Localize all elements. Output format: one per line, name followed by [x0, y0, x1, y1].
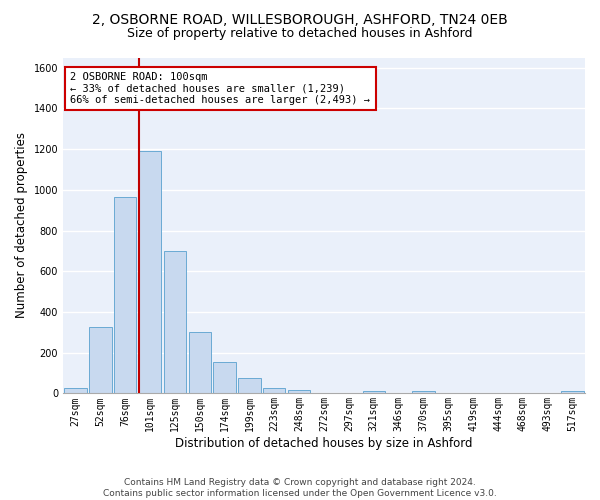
Bar [64, 388, 86, 394]
Bar [114, 197, 136, 394]
Bar [263, 388, 286, 394]
Bar [89, 328, 112, 394]
Bar [164, 251, 186, 394]
Bar [562, 392, 584, 394]
Text: 2 OSBORNE ROAD: 100sqm
← 33% of detached houses are smaller (1,239)
66% of semi-: 2 OSBORNE ROAD: 100sqm ← 33% of detached… [70, 72, 370, 105]
Bar [238, 378, 260, 394]
Text: Size of property relative to detached houses in Ashford: Size of property relative to detached ho… [127, 28, 473, 40]
Bar [188, 332, 211, 394]
Bar [412, 392, 434, 394]
Y-axis label: Number of detached properties: Number of detached properties [15, 132, 28, 318]
Bar [139, 151, 161, 394]
X-axis label: Distribution of detached houses by size in Ashford: Distribution of detached houses by size … [175, 437, 473, 450]
Text: 2, OSBORNE ROAD, WILLESBOROUGH, ASHFORD, TN24 0EB: 2, OSBORNE ROAD, WILLESBOROUGH, ASHFORD,… [92, 12, 508, 26]
Bar [288, 390, 310, 394]
Text: Contains HM Land Registry data © Crown copyright and database right 2024.
Contai: Contains HM Land Registry data © Crown c… [103, 478, 497, 498]
Bar [362, 392, 385, 394]
Bar [214, 362, 236, 394]
